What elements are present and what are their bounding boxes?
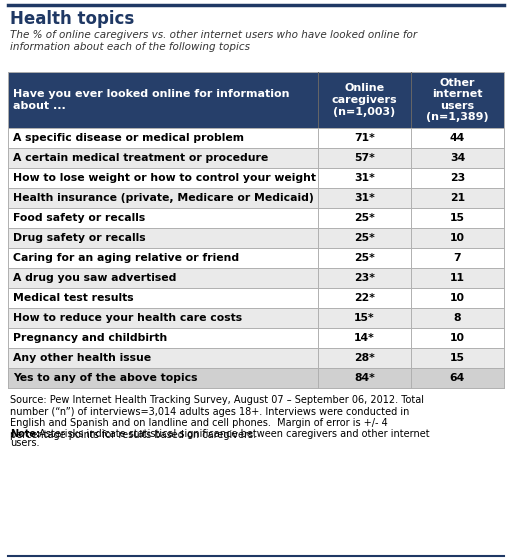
- Bar: [8, 348, 504, 368]
- Text: Note:: Note:: [10, 429, 40, 439]
- Bar: [8, 208, 504, 228]
- Text: Health insurance (private, Medicare or Medicaid): Health insurance (private, Medicare or M…: [13, 193, 314, 203]
- Bar: [8, 268, 504, 288]
- Bar: [8, 72, 504, 128]
- Text: Yes to any of the above topics: Yes to any of the above topics: [13, 373, 198, 383]
- Text: Drug safety or recalls: Drug safety or recalls: [13, 233, 145, 243]
- Text: 15*: 15*: [354, 313, 375, 323]
- Text: 7: 7: [454, 253, 461, 263]
- Text: users.: users.: [10, 437, 39, 447]
- Text: Online
caregivers
(n=1,003): Online caregivers (n=1,003): [332, 83, 397, 116]
- Text: 28*: 28*: [354, 353, 375, 363]
- Text: A drug you saw advertised: A drug you saw advertised: [13, 273, 176, 283]
- Text: 10: 10: [450, 293, 465, 303]
- Text: 10: 10: [450, 233, 465, 243]
- Text: The % of online caregivers vs. other internet users who have looked online for
i: The % of online caregivers vs. other int…: [10, 30, 417, 52]
- Text: 22*: 22*: [354, 293, 375, 303]
- Text: 25*: 25*: [354, 253, 375, 263]
- Text: Pregnancy and childbirth: Pregnancy and childbirth: [13, 333, 167, 343]
- Text: 84*: 84*: [354, 373, 375, 383]
- Text: 10: 10: [450, 333, 465, 343]
- Text: 25*: 25*: [354, 233, 375, 243]
- Text: 25*: 25*: [354, 213, 375, 223]
- Bar: [8, 188, 504, 208]
- Text: 31*: 31*: [354, 193, 375, 203]
- Text: Asterisks indicate statistical significance between caregivers and other interne: Asterisks indicate statistical significa…: [36, 429, 430, 439]
- Text: 15: 15: [450, 353, 465, 363]
- Bar: [8, 328, 504, 348]
- Bar: [8, 128, 504, 148]
- Text: Have you ever looked online for information
about ...: Have you ever looked online for informat…: [13, 89, 289, 111]
- Text: 23*: 23*: [354, 273, 375, 283]
- Text: 34: 34: [450, 153, 465, 163]
- Text: 21: 21: [450, 193, 465, 203]
- Text: Health topics: Health topics: [10, 10, 134, 28]
- Bar: [8, 368, 504, 388]
- Text: Food safety or recalls: Food safety or recalls: [13, 213, 145, 223]
- Text: Caring for an aging relative or friend: Caring for an aging relative or friend: [13, 253, 239, 263]
- Bar: [8, 168, 504, 188]
- Text: A certain medical treatment or procedure: A certain medical treatment or procedure: [13, 153, 268, 163]
- Text: 14*: 14*: [354, 333, 375, 343]
- Bar: [8, 148, 504, 168]
- Bar: [8, 248, 504, 268]
- Text: How to lose weight or how to control your weight: How to lose weight or how to control you…: [13, 173, 316, 183]
- Text: 15: 15: [450, 213, 465, 223]
- Text: 44: 44: [450, 133, 465, 143]
- Text: A specific disease or medical problem: A specific disease or medical problem: [13, 133, 244, 143]
- Text: 11: 11: [450, 273, 465, 283]
- Text: Any other health issue: Any other health issue: [13, 353, 151, 363]
- Bar: [8, 288, 504, 308]
- Text: 64: 64: [450, 373, 465, 383]
- Bar: [8, 228, 504, 248]
- Text: Source: Pew Internet Health Tracking Survey, August 07 – September 06, 2012. Tot: Source: Pew Internet Health Tracking Sur…: [10, 395, 424, 440]
- Text: 23: 23: [450, 173, 465, 183]
- Text: Medical test results: Medical test results: [13, 293, 134, 303]
- Text: Other
internet
users
(n=1,389): Other internet users (n=1,389): [426, 78, 489, 123]
- Bar: [8, 308, 504, 328]
- Text: 31*: 31*: [354, 173, 375, 183]
- Text: 71*: 71*: [354, 133, 375, 143]
- Text: 57*: 57*: [354, 153, 375, 163]
- Text: How to reduce your health care costs: How to reduce your health care costs: [13, 313, 242, 323]
- Text: 8: 8: [454, 313, 461, 323]
